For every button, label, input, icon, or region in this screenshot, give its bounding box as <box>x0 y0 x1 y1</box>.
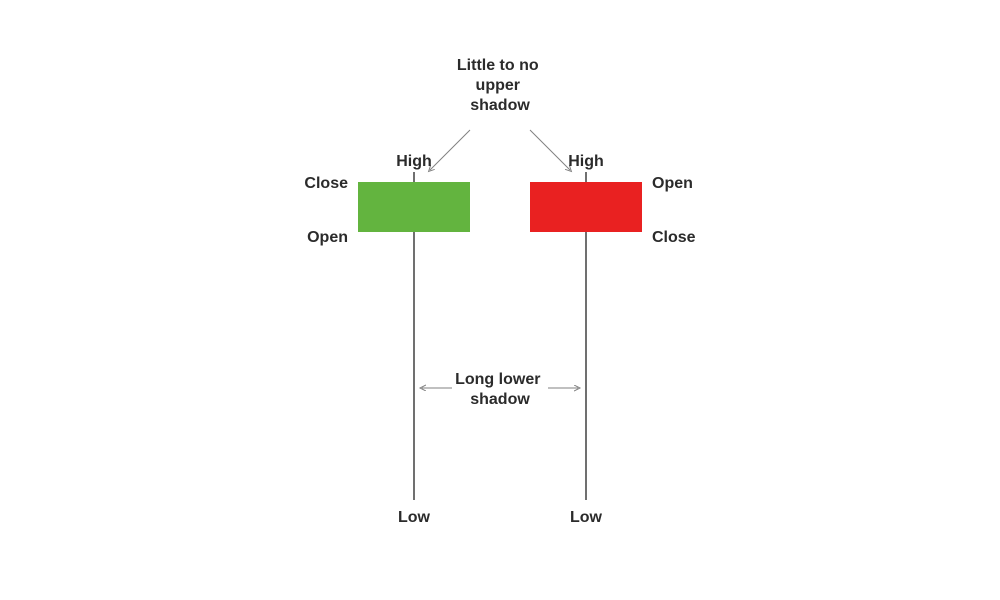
bull-open-label: Open <box>307 229 348 246</box>
bear-low-label: Low <box>570 509 603 526</box>
upper-arrow-right-icon <box>530 130 570 170</box>
bear-close-label: Close <box>652 229 696 246</box>
bear-open-label: Open <box>652 175 693 192</box>
upper-shadow-annotation: Little to no upper shadow <box>457 57 543 114</box>
lower-shadow-annotation: Long lower shadow <box>455 371 545 408</box>
bull-low-label: Low <box>398 509 431 526</box>
upper-arrow-left-icon <box>430 130 470 170</box>
bull-high-label: High <box>396 153 432 170</box>
bear-body <box>530 182 642 232</box>
bull-close-label: Close <box>304 175 348 192</box>
bear-high-label: High <box>568 153 604 170</box>
bull-body <box>358 182 470 232</box>
